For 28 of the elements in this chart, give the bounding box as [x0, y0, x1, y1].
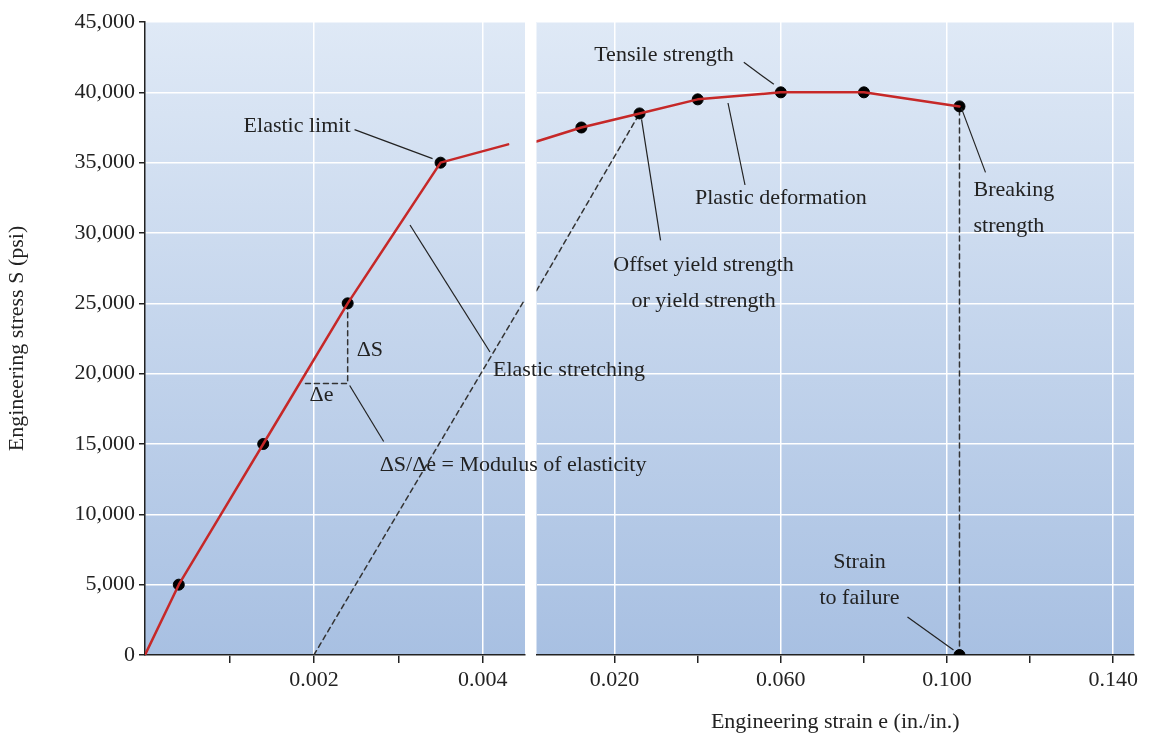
x-axis-title: Engineering strain e (in./in.)	[710, 707, 960, 733]
x-tick-label: 0.020	[589, 665, 640, 691]
annotation: Offset yield strength or yield strength	[613, 251, 794, 313]
annotation: Elastic limit	[243, 112, 351, 138]
x-tick-label: 0.004	[458, 665, 508, 691]
y-tick-label: 5,000	[85, 570, 135, 596]
y-tick-label: 20,000	[74, 359, 135, 385]
y-tick-label: 35,000	[74, 148, 135, 174]
annotation: Plastic deformation	[695, 183, 867, 209]
annotation: Tensile strength	[594, 41, 734, 67]
y-tick-label: 0	[124, 640, 135, 666]
y-axis-title: Engineering stress S (psi)	[2, 225, 28, 452]
y-tick-label: 40,000	[74, 78, 135, 104]
x-tick-label: 0.100	[922, 665, 972, 691]
annotation: Δe	[309, 381, 334, 407]
y-tick-label: 15,000	[74, 429, 135, 455]
y-tick-label: 10,000	[74, 500, 135, 526]
y-tick-label: 25,000	[74, 289, 135, 315]
annotation: Elastic stretching	[493, 355, 646, 381]
x-tick-label: 0.002	[289, 665, 339, 691]
annotation: ΔS/Δe = Modulus of elasticity	[379, 451, 647, 477]
x-tick-label: 0.140	[1088, 665, 1138, 691]
x-tick-label: 0.060	[756, 665, 806, 691]
y-tick-label: 30,000	[74, 218, 135, 244]
annotation: Breaking strength	[973, 176, 1055, 238]
annotation: ΔS	[356, 336, 384, 362]
y-tick-label: 45,000	[74, 7, 135, 33]
annotation: Strain to failure	[819, 547, 900, 609]
